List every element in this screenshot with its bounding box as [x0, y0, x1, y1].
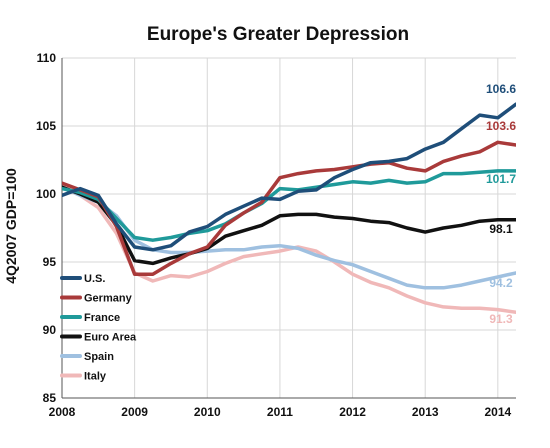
- legend-label: U.S.: [84, 273, 105, 285]
- y-tick-label: 100: [36, 187, 56, 201]
- series-line-u-s: [62, 102, 516, 252]
- chart-title: Europe's Greater Depression: [147, 24, 409, 45]
- y-tick-label: 110: [37, 51, 57, 65]
- legend-label: Italy: [84, 371, 107, 383]
- legend-label: Euro Area: [84, 332, 137, 344]
- x-tick-label: 2008: [49, 405, 76, 419]
- series-line-germany: [62, 140, 516, 276]
- legend-label: France: [84, 312, 120, 324]
- end-label: 101.7: [486, 172, 516, 186]
- x-tick-label: 2009: [121, 405, 148, 419]
- y-tick-label: 105: [36, 119, 56, 133]
- series-line-france: [62, 169, 516, 242]
- axes: 85 90 95 100 105 110 2008 2009 2010 2011 2012 2013 2…: [36, 51, 516, 419]
- y-tick-label: 90: [43, 323, 57, 337]
- x-tick-label: 2010: [194, 405, 221, 419]
- y-axis-label: 4Q2007 GDP=100: [3, 168, 19, 284]
- x-tick-label: 2013: [412, 405, 439, 419]
- end-label: 103.6: [486, 119, 516, 133]
- end-label: 98.1: [489, 222, 513, 236]
- legend-label: Spain: [84, 351, 114, 363]
- series-line-euro-area: [62, 185, 516, 266]
- x-tick-label: 2014: [484, 405, 511, 419]
- x-tick-label: 2012: [339, 405, 366, 419]
- y-tick-label: 95: [43, 255, 57, 269]
- end-labels: 106.6 103.6 101.7 98.1 94.2 91.3: [486, 82, 516, 326]
- y-tick-label: 85: [43, 391, 57, 405]
- series-lines: [62, 102, 516, 315]
- end-label: 94.2: [489, 276, 513, 290]
- x-tick-label: 2011: [267, 405, 293, 419]
- legend: U.S. Germany France Euro Area Spain Italy: [60, 273, 137, 383]
- end-label: 91.3: [489, 312, 513, 326]
- end-label: 106.6: [486, 82, 516, 96]
- legend-label: Germany: [84, 293, 133, 305]
